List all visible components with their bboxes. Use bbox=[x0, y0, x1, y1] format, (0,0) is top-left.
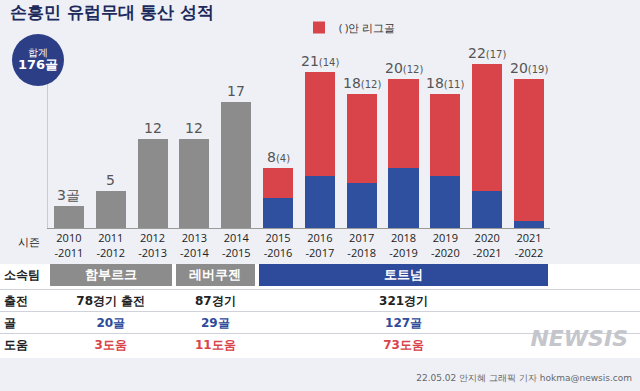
html-text:함부르크: 함부르크 bbox=[84, 267, 137, 282]
html-text:레버쿠젠: 레버쿠젠 bbox=[189, 267, 242, 282]
svg-text:2015-2016: 2015-2016 bbox=[264, 230, 293, 259]
svg-text:8(4): 8(4) bbox=[267, 149, 290, 165]
svg-text:18(11): 18(11) bbox=[426, 75, 464, 91]
svg-text:2017-2018: 2017-2018 bbox=[347, 230, 376, 259]
svg-text:20(19): 20(19) bbox=[510, 60, 548, 76]
svg-text:21(14): 21(14) bbox=[301, 53, 339, 69]
html-text:78경기 출전: 78경기 출전 bbox=[76, 294, 146, 308]
html-text:22.05.02 안지혜 그래픽 기자 hokma@news: 22.05.02 안지혜 그래픽 기자 hokma@newsis.com bbox=[416, 373, 632, 383]
html-text:127골: 127골 bbox=[385, 316, 423, 330]
html-text:골: 골 bbox=[4, 316, 16, 330]
svg-text:12: 12 bbox=[185, 120, 203, 136]
html-text:20골: 20골 bbox=[96, 316, 126, 330]
svg-text:17: 17 bbox=[227, 83, 245, 99]
svg-text:2012-2013: 2012-2013 bbox=[138, 230, 167, 259]
svg-text:2014-2015: 2014-2015 bbox=[222, 230, 251, 259]
svg-text:12: 12 bbox=[144, 120, 162, 136]
svg-text:2013-2014: 2013-2014 bbox=[180, 230, 209, 259]
html-text:합계: 합계 bbox=[28, 47, 48, 59]
svg-text:시즌: 시즌 bbox=[18, 236, 40, 249]
svg-text:2011-2012: 2011-2012 bbox=[96, 230, 125, 259]
svg-text:2016-2017: 2016-2017 bbox=[306, 230, 335, 259]
svg-text:손흥민 유럽무대 통산 성적: 손흥민 유럽무대 통산 성적 bbox=[10, 2, 215, 22]
svg-text:2021-2022: 2021-2022 bbox=[515, 230, 544, 259]
html-text:321경기: 321경기 bbox=[379, 294, 429, 308]
svg-text:2019-2020: 2019-2020 bbox=[431, 230, 460, 259]
html-text:73도움: 73도움 bbox=[383, 338, 424, 352]
html-text:출전: 출전 bbox=[4, 294, 28, 308]
html-text:29골: 29골 bbox=[201, 316, 230, 330]
svg-text:2018-2019: 2018-2019 bbox=[389, 230, 418, 259]
html-text:도움: 도움 bbox=[4, 338, 28, 352]
svg-text:20(12): 20(12) bbox=[385, 60, 423, 76]
html-text:176골: 176골 bbox=[17, 57, 59, 73]
html-text:11도움: 11도움 bbox=[195, 338, 236, 352]
svg-text:2010-2011: 2010-2011 bbox=[55, 230, 84, 259]
html-text:토트넘: 토트넘 bbox=[384, 267, 424, 282]
svg-text:5: 5 bbox=[106, 172, 115, 188]
svg-text:18(12): 18(12) bbox=[343, 75, 381, 91]
svg-text:22(17): 22(17) bbox=[468, 45, 506, 61]
html-text:87경기: 87경기 bbox=[195, 294, 236, 308]
svg-text:2020-2021: 2020-2021 bbox=[473, 230, 502, 259]
html-text:NEWSIS: NEWSIS bbox=[530, 326, 628, 351]
svg-text:3골: 3골 bbox=[57, 187, 80, 203]
html-text:3도움: 3도움 bbox=[94, 338, 127, 352]
svg-text:( )안 리그골: ( )안 리그골 bbox=[339, 20, 395, 35]
html-text:소속팀: 소속팀 bbox=[4, 268, 40, 282]
